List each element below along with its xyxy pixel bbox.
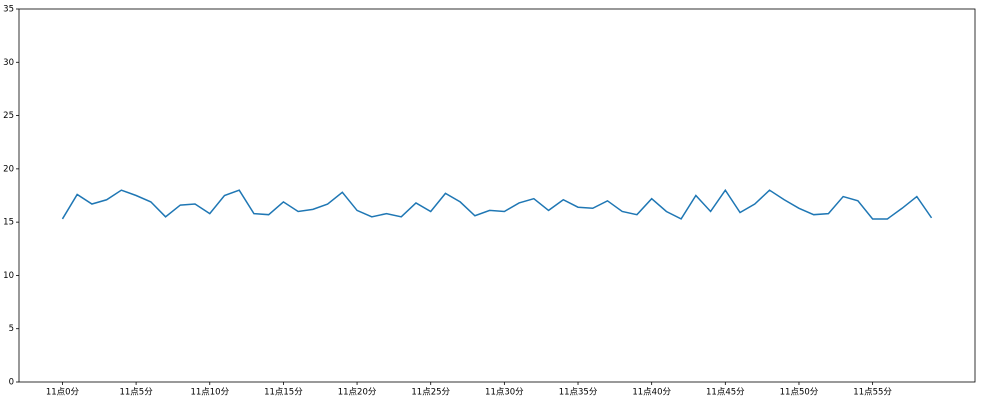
x-tick-label: 11点20分 [338,388,377,398]
x-tick-label: 11点5分 [119,388,153,398]
y-tick-label: 35 [3,5,14,15]
x-tick-label: 11点10分 [190,388,229,398]
x-tick-label: 11点55分 [853,388,892,398]
x-tick-label: 11点35分 [559,388,598,398]
y-tick-label: 15 [3,218,14,228]
line-series [61,188,933,220]
x-tick-label: 11点45分 [706,388,745,398]
x-tick-label: 11点40分 [632,388,671,398]
x-tick-label: 11点30分 [485,388,524,398]
x-tick-label: 11点50分 [780,388,819,398]
x-tick-label: 11点25分 [411,388,450,398]
plot-frame [18,8,976,383]
y-tick-label: 10 [3,271,14,281]
x-tick-label: 11点15分 [264,388,303,398]
x-tick-label: 11点0分 [46,388,80,398]
y-tick-label: 30 [3,58,14,68]
y-tick-label: 0 [9,378,14,388]
y-tick-label: 5 [9,324,14,334]
y-tick-label: 20 [3,164,14,174]
y-tick-label: 25 [3,111,14,121]
